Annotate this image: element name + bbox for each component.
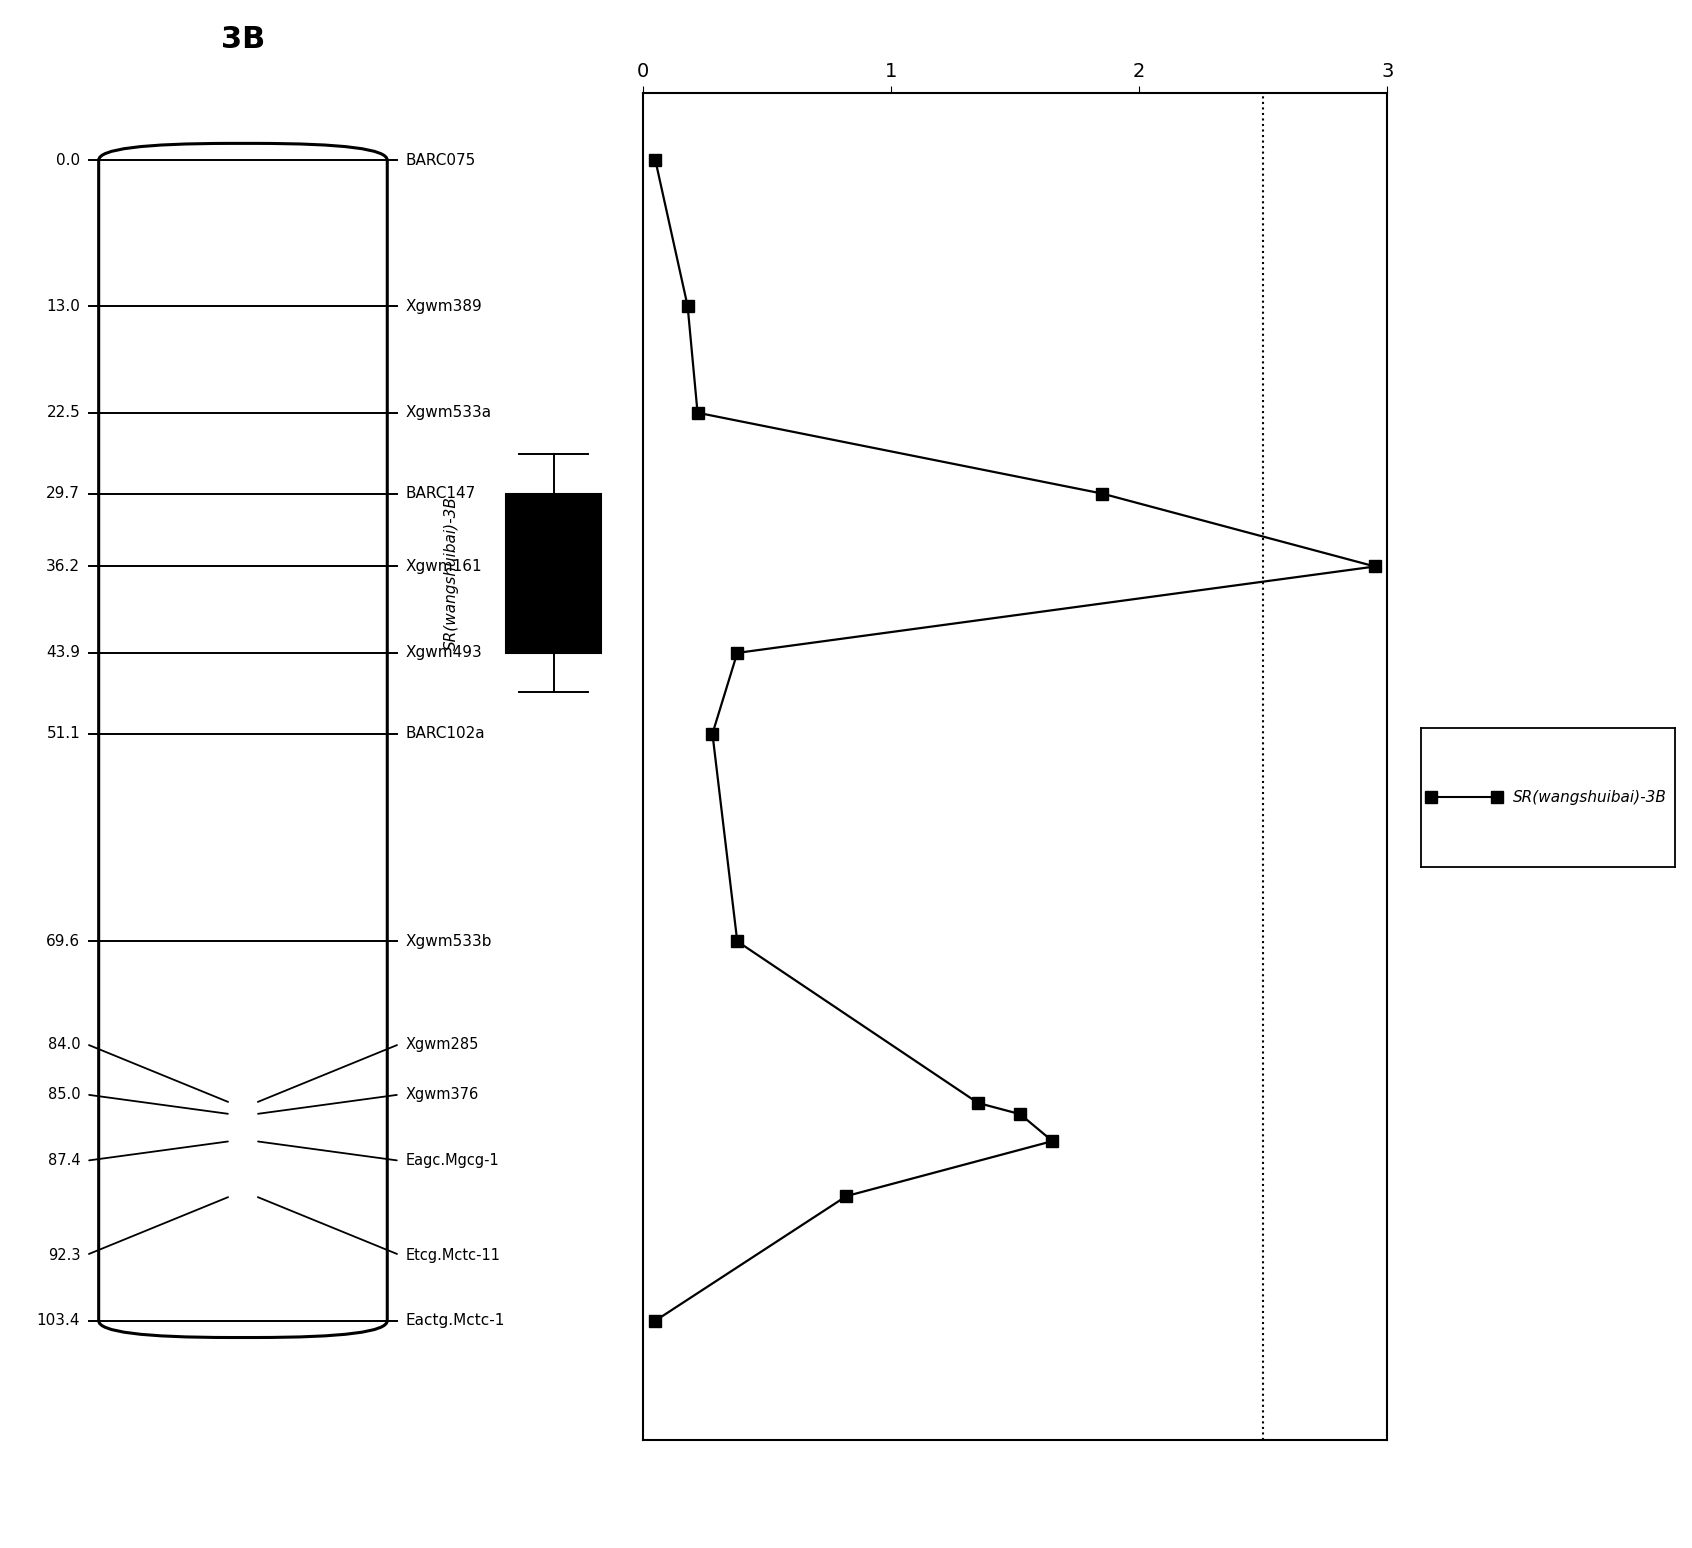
Text: 92.3: 92.3	[47, 1248, 80, 1263]
Text: BARC147: BARC147	[406, 486, 475, 502]
Text: Xgwm161: Xgwm161	[406, 559, 482, 574]
Text: 51.1: 51.1	[46, 726, 80, 741]
Text: SR(wangshuibai)-3B: SR(wangshuibai)-3B	[445, 497, 459, 650]
Text: Xgwm493: Xgwm493	[406, 646, 482, 661]
Text: 22.5: 22.5	[46, 406, 80, 420]
Text: Xgwm285: Xgwm285	[406, 1037, 479, 1051]
Text: 0.0: 0.0	[56, 153, 80, 167]
Text: 85.0: 85.0	[47, 1087, 80, 1102]
Text: Xgwm533a: Xgwm533a	[406, 406, 492, 420]
Text: 29.7: 29.7	[46, 486, 80, 502]
Text: 36.2: 36.2	[46, 559, 80, 574]
Text: 13.0: 13.0	[46, 299, 80, 314]
Text: BARC075: BARC075	[406, 153, 475, 167]
Text: 3B: 3B	[222, 25, 266, 54]
Text: Xgwm376: Xgwm376	[406, 1087, 479, 1102]
Text: Xgwm389: Xgwm389	[406, 299, 482, 314]
Text: Eactg.Mctc-1: Eactg.Mctc-1	[406, 1313, 506, 1328]
Text: Eagc.Mgcg-1: Eagc.Mgcg-1	[406, 1153, 499, 1169]
Text: BARC102a: BARC102a	[406, 726, 486, 741]
Text: Etcg.Mctc-11: Etcg.Mctc-11	[406, 1248, 501, 1263]
Text: 69.6: 69.6	[46, 933, 80, 949]
Text: 87.4: 87.4	[47, 1153, 80, 1169]
FancyBboxPatch shape	[98, 144, 387, 1337]
Text: 43.9: 43.9	[46, 646, 80, 661]
Text: 84.0: 84.0	[47, 1037, 80, 1051]
Text: Xgwm533b: Xgwm533b	[406, 933, 492, 949]
Bar	[506, 494, 601, 653]
Text: 103.4: 103.4	[37, 1313, 80, 1328]
Text: SR(wangshuibai)-3B: SR(wangshuibai)-3B	[1513, 789, 1667, 805]
